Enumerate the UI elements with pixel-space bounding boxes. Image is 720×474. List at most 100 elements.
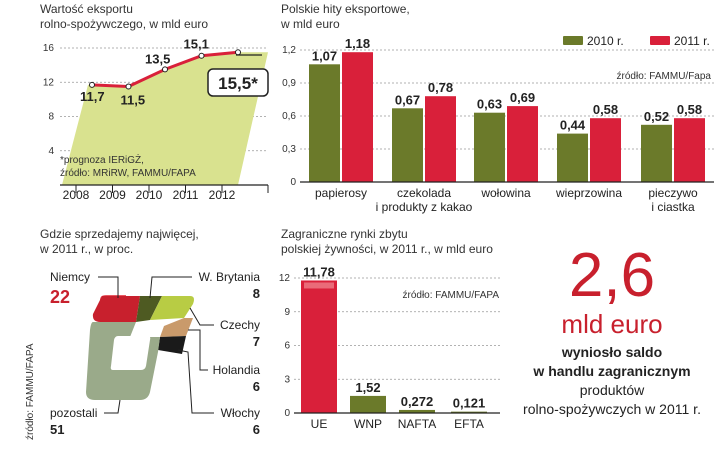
slice-w-brytania [136,296,162,322]
export-hits-data-label: 1,18 [345,36,370,51]
leader-wlochy [177,349,214,414]
value-czechy: 7 [253,334,260,349]
bar-ue-highlight [304,282,334,289]
foreign-markets-category-label: UE [311,417,328,431]
label-holandia: Holandia [213,363,261,377]
export-hits-category-label: czekolada [397,186,451,200]
legend-2011-swatch [650,36,670,45]
foreign-markets-source: źródło: FAMMU/FAPA [402,290,499,301]
export-hits-data-label: 0,58 [677,102,702,117]
foreign-markets-data-label: 1,52 [355,380,380,395]
export-hits-y-tick: 0,9 [282,78,296,89]
sales-share-labels: Niemcy 22 W. Brytania 8 Czechy 7 Holandi… [50,270,260,437]
slice-czechy [150,296,194,320]
export-hits-category-label: papierosy [315,186,367,200]
label-czechy: Czechy [220,318,260,332]
bar-wnp [350,395,386,413]
sales-share-chart: Gdzie sprzedajemy najwięcej, w 2011 r., … [25,227,260,440]
donut-hole [110,336,151,370]
foreign-markets-title-line-2: polskiej żywności, w 2011 r., w mld euro [281,242,493,256]
export-value-note-line-2: źródło: MRiRW, FAMMU/FAPA [60,168,196,179]
legend-2011-label: 2011 r. [674,34,710,48]
leader-pozostali [104,399,121,414]
value-niemcy: 22 [50,287,70,307]
export-hits-chart: Polskie hity eksportowe, w mld euro 2010… [280,2,714,214]
label-pozostali: pozostali [50,406,97,420]
export-hits-data-label: 0,44 [560,118,586,133]
foreign-markets-data-label: 0,272 [401,394,434,409]
sales-share-donut [86,295,194,400]
export-value-data-label: 11,7 [80,89,105,104]
export-hits-y-tick: 0,3 [282,144,296,155]
foreign-markets-y-tick: 12 [279,273,291,284]
export-hits-data-label: 0,63 [477,97,502,112]
bar-wieprzowina-2011-r [590,118,621,182]
summary-line-1: wyniosło saldo [561,344,662,360]
export-value-y-tick: 8 [48,112,54,123]
foreign-markets-y-tick: 0 [284,408,290,419]
export-hits-title-line-2: w mld euro [280,17,340,31]
export-value-x-tick: 2010 [136,188,163,202]
foreign-markets-category-label: NAFTA [398,417,436,431]
foreign-markets-chart: Zagraniczne rynki zbytu polskiej żywnośc… [279,227,500,431]
export-hits-data-label: 0,58 [593,102,618,117]
export-value-data-label: 15,1 [184,37,209,52]
summary-line-4: rolno-spożywczych w 2011 r. [523,401,701,417]
export-value-point [89,81,95,88]
export-value-point [162,66,168,73]
foreign-markets-bars: 11,78 UE 1,52 WNP 0,272 NAFTA 0,121 EFTA [301,264,487,431]
export-value-point [125,83,132,90]
bar-wo-owina-2010-r [474,112,505,182]
leader-niemcy [98,276,119,298]
trade-balance-summary: 2,6 mld euro wyniosło saldo w handlu zag… [523,241,701,417]
label-niemcy: Niemcy [50,270,90,284]
legend-2010: 2010 r. [563,34,624,48]
slice-niemcy [92,296,140,322]
sales-share-title-line-2: w 2011 r., w proc. [39,242,133,256]
leader-czechy [189,307,214,326]
label-w-brytania: W. Brytania [199,270,261,284]
export-value-x-tick: 2009 [99,188,126,202]
bar-pieczywo-2011-r [674,118,705,182]
export-hits-category-label: i produkty z kakao [376,200,473,214]
summary-line-2: w handlu zagranicznym [532,363,690,379]
legend-2010-label: 2010 r. [587,34,624,48]
export-value-data-label: 11,5 [121,93,146,108]
label-wlochy: Włochy [221,406,260,420]
export-value-forecast-label: 15,5* [218,74,258,93]
slice-holandia [160,318,193,337]
value-w-brytania: 8 [253,286,260,301]
export-value-y-tick: 12 [43,77,55,88]
bar-efta [451,411,487,413]
foreign-markets-y-tick: 3 [284,374,290,385]
bar-ue [301,280,337,413]
export-hits-data-label: 0,52 [644,109,669,124]
export-hits-source: źródło: FAMMU/Fapa [617,71,712,82]
export-value-title-line-1: Wartość eksportu [40,2,133,16]
foreign-markets-gridlines: 0 3 6 9 12 [279,273,500,419]
trade-balance-value: 2,6 [569,241,655,310]
bar-papierosy-2011-r [342,52,373,183]
export-hits-category-label: i ciastka [651,200,695,214]
export-hits-category-label: wieprzowina [555,186,622,200]
value-pozostali: 51 [50,422,64,437]
export-hits-data-label: 0,69 [510,90,535,105]
export-value-point [198,52,205,59]
export-hits-data-label: 0,67 [395,92,420,107]
export-hits-category-label: wołowina [480,186,531,200]
summary-line-3: produktów [580,382,645,398]
bar-wieprzowina-2010-r [557,133,588,182]
bar-papierosy-2010-r [309,64,340,182]
bar-czekolada-2010-r [392,108,423,182]
leader-w-brytania [149,276,192,299]
sales-share-title-line-1: Gdzie sprzedajemy najwięcej, [40,227,199,241]
export-hits-data-label: 1,07 [312,48,337,63]
export-hits-y-tick: 0,6 [282,111,296,122]
export-value-x-tick: 2008 [63,188,90,202]
foreign-markets-category-label: EFTA [454,417,484,431]
bar-pieczywo-2010-r [641,124,672,182]
slice-wlochy [158,336,186,354]
export-value-point [235,49,241,56]
